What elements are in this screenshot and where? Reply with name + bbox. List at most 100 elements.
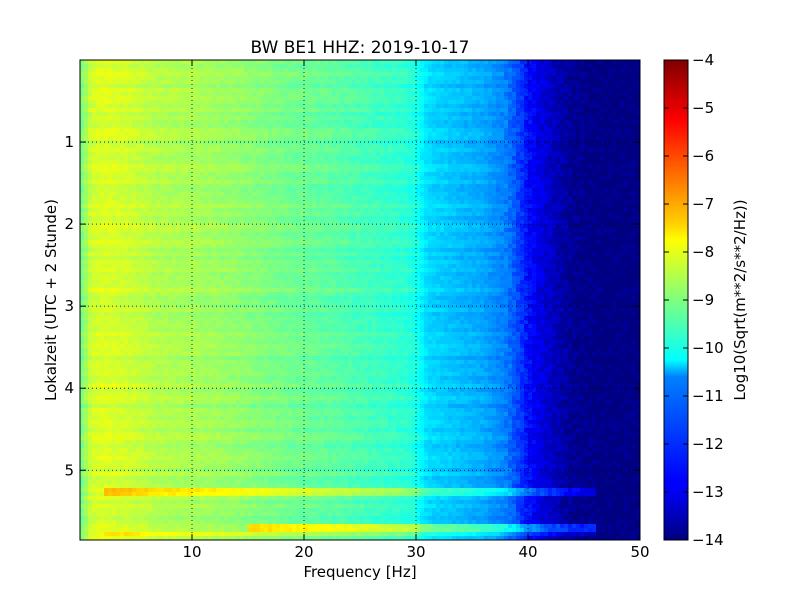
heatmap-cell xyxy=(80,128,85,133)
heatmap-cell xyxy=(592,84,597,89)
heatmap-cell xyxy=(232,100,237,105)
heatmap-cell xyxy=(344,136,349,141)
heatmap-cell xyxy=(604,92,609,97)
heatmap-cell xyxy=(312,92,317,97)
heatmap-cell xyxy=(304,100,309,105)
heatmap-cell xyxy=(292,120,297,125)
heatmap-cell xyxy=(596,172,601,177)
heatmap-cell xyxy=(592,60,597,65)
heatmap-cell xyxy=(112,152,117,157)
heatmap-cell xyxy=(584,172,589,177)
heatmap-cell xyxy=(176,104,181,109)
heatmap-cell xyxy=(408,200,413,205)
heatmap-cell xyxy=(252,88,257,93)
heatmap-cell xyxy=(224,196,229,201)
heatmap-cell xyxy=(592,140,597,145)
heatmap-cell xyxy=(384,88,389,93)
heatmap-cell xyxy=(332,84,337,89)
heatmap-cell xyxy=(624,168,629,173)
heatmap-cell xyxy=(188,200,193,205)
heatmap-cell xyxy=(636,72,640,77)
heatmap-cell xyxy=(328,124,333,129)
heatmap-cell xyxy=(528,88,533,93)
heatmap-cell xyxy=(476,156,481,161)
heatmap-cell xyxy=(604,116,609,121)
heatmap-cell xyxy=(500,116,505,121)
heatmap-cell xyxy=(384,124,389,129)
heatmap-cell xyxy=(632,144,637,149)
heatmap-cell xyxy=(300,128,305,133)
heatmap-cell xyxy=(464,132,469,137)
heatmap-cell xyxy=(528,196,533,201)
heatmap-cell xyxy=(296,72,301,77)
heatmap-cell xyxy=(524,72,529,77)
heatmap-cell xyxy=(200,164,205,169)
heatmap-cell xyxy=(312,84,317,89)
heatmap-cell xyxy=(404,124,409,129)
heatmap-cell xyxy=(412,108,417,113)
heatmap-cell xyxy=(336,68,341,73)
heatmap-cell xyxy=(460,124,465,129)
heatmap-cell xyxy=(180,172,185,177)
heatmap-cell xyxy=(348,92,353,97)
heatmap-cell xyxy=(156,172,161,177)
heatmap-cell xyxy=(216,164,221,169)
heatmap-cell xyxy=(100,164,105,169)
heatmap-cell xyxy=(204,160,209,165)
heatmap-cell xyxy=(612,144,617,149)
heatmap-cell xyxy=(84,72,89,77)
heatmap-cell xyxy=(464,156,469,161)
heatmap-cell xyxy=(532,188,537,193)
heatmap-cell xyxy=(196,108,201,113)
heatmap-cell xyxy=(428,96,433,101)
heatmap-cell xyxy=(364,60,369,65)
heatmap-cell xyxy=(396,144,401,149)
heatmap-cell xyxy=(428,60,433,65)
heatmap-cell xyxy=(244,64,249,69)
heatmap-cell xyxy=(636,164,640,169)
heatmap-cell xyxy=(284,76,289,81)
heatmap-cell xyxy=(240,60,245,65)
heatmap-cell xyxy=(176,160,181,165)
heatmap-cell xyxy=(628,184,633,189)
heatmap-cell xyxy=(224,92,229,97)
heatmap-cell xyxy=(536,152,541,157)
heatmap-cell xyxy=(228,68,233,73)
heatmap-cell xyxy=(440,84,445,89)
heatmap-cell xyxy=(120,80,125,85)
heatmap-cell xyxy=(484,144,489,149)
heatmap-cell xyxy=(200,160,205,165)
heatmap-cell xyxy=(80,200,85,205)
heatmap-cell xyxy=(104,64,109,69)
heatmap-cell xyxy=(436,172,441,177)
heatmap-cell xyxy=(132,180,137,185)
heatmap-cell xyxy=(160,72,165,77)
heatmap-cell xyxy=(400,156,405,161)
heatmap-cell xyxy=(120,60,125,65)
heatmap-cell xyxy=(472,140,477,145)
heatmap-cell xyxy=(580,96,585,101)
heatmap-cell xyxy=(448,176,453,181)
heatmap-cell xyxy=(356,72,361,77)
heatmap-cell xyxy=(276,116,281,121)
heatmap-cell xyxy=(284,148,289,153)
heatmap-cell xyxy=(548,60,553,65)
heatmap-cell xyxy=(624,192,629,197)
heatmap-cell xyxy=(524,84,529,89)
heatmap-cell xyxy=(292,144,297,149)
heatmap-cell xyxy=(160,200,165,205)
heatmap-cell xyxy=(468,188,473,193)
heatmap-cell xyxy=(280,120,285,125)
heatmap-cell xyxy=(192,104,197,109)
heatmap-cell xyxy=(268,132,273,137)
heatmap-cell xyxy=(508,60,513,65)
heatmap-cell xyxy=(372,152,377,157)
heatmap-cell xyxy=(376,128,381,133)
heatmap-cell xyxy=(116,116,121,121)
heatmap-cell xyxy=(272,152,277,157)
heatmap-cell xyxy=(444,112,449,117)
heatmap-cell xyxy=(340,132,345,137)
heatmap-cell xyxy=(456,164,461,169)
heatmap-cell xyxy=(516,148,521,153)
heatmap-cell xyxy=(464,176,469,181)
